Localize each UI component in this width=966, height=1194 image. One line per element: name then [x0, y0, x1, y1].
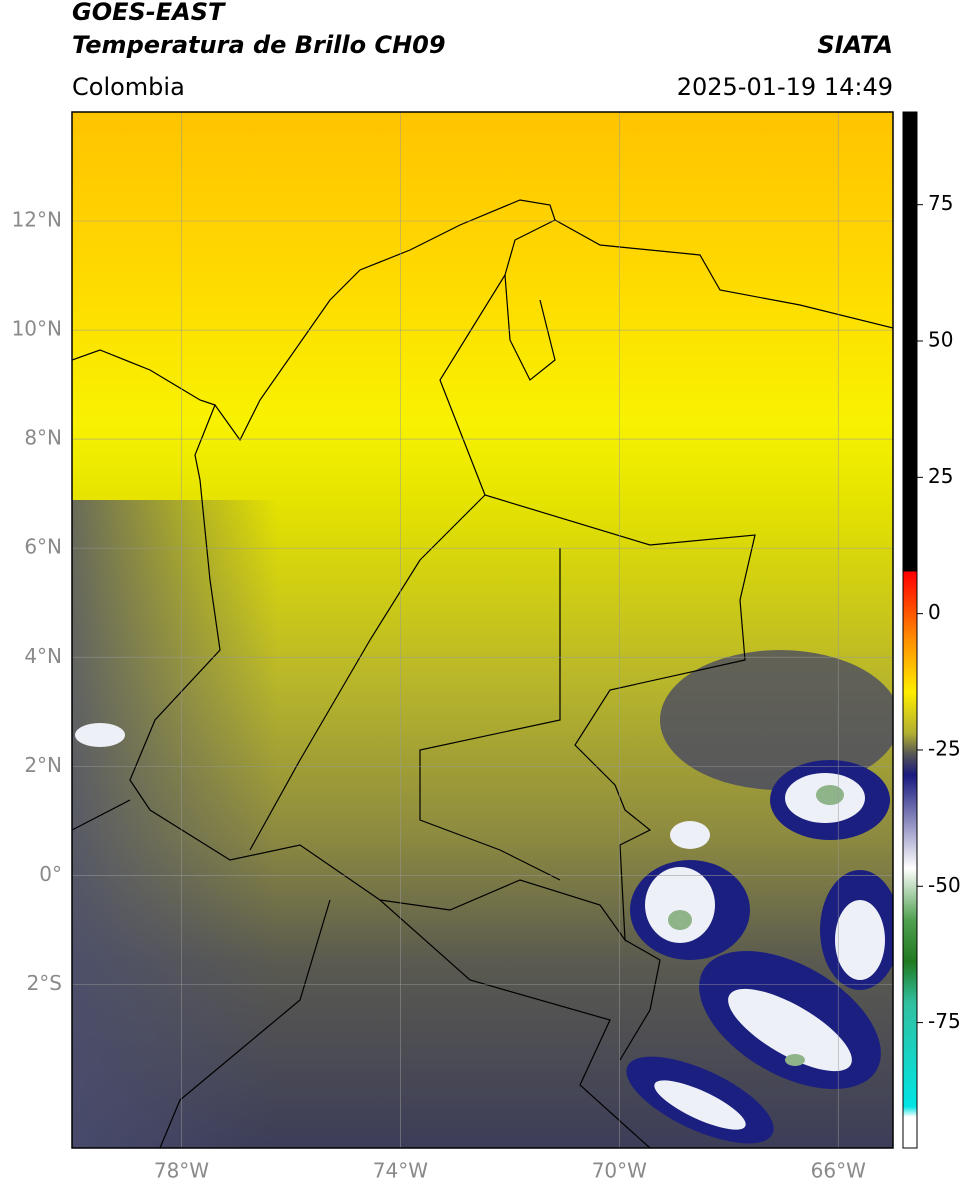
colorbar-tick-label: -75 — [928, 1009, 961, 1033]
x-tick-label: 78°W — [154, 1159, 209, 1183]
colorbar-tick-label: -50 — [928, 873, 961, 897]
x-tick-label: 70°W — [592, 1159, 647, 1183]
y-tick-label: 0° — [39, 862, 62, 886]
y-tick-label: 4°N — [24, 644, 62, 668]
colorbar-tick-label: 25 — [928, 464, 953, 488]
y-tick-label: 2°S — [27, 971, 62, 995]
y-tick-label: 6°N — [24, 535, 62, 559]
imagery — [72, 112, 893, 1148]
region: Colombia — [72, 73, 185, 101]
x-tick-label: 66°W — [811, 1159, 866, 1183]
source: SIATA — [817, 31, 893, 59]
colorbar-tick-label: 50 — [928, 328, 953, 352]
colorbar-tick-label: -25 — [928, 736, 961, 760]
y-tick-label: 12°N — [12, 208, 62, 232]
product: Temperatura de Brillo CH09 — [72, 31, 446, 59]
grid — [72, 112, 893, 1148]
y-tick-label: 8°N — [24, 426, 62, 450]
y-tick-label: 10°N — [12, 317, 62, 341]
x-tick-label: 74°W — [373, 1159, 428, 1183]
map-frame — [71, 111, 894, 1149]
colorbar — [902, 111, 918, 1149]
colorbar-tick-label: 0 — [928, 600, 941, 624]
y-tick-label: 2°N — [24, 753, 62, 777]
satellite: GOES-EAST — [72, 0, 226, 26]
timestamp: 2025-01-19 14:49 — [677, 73, 893, 101]
colorbar-tick-label: 75 — [928, 191, 953, 215]
